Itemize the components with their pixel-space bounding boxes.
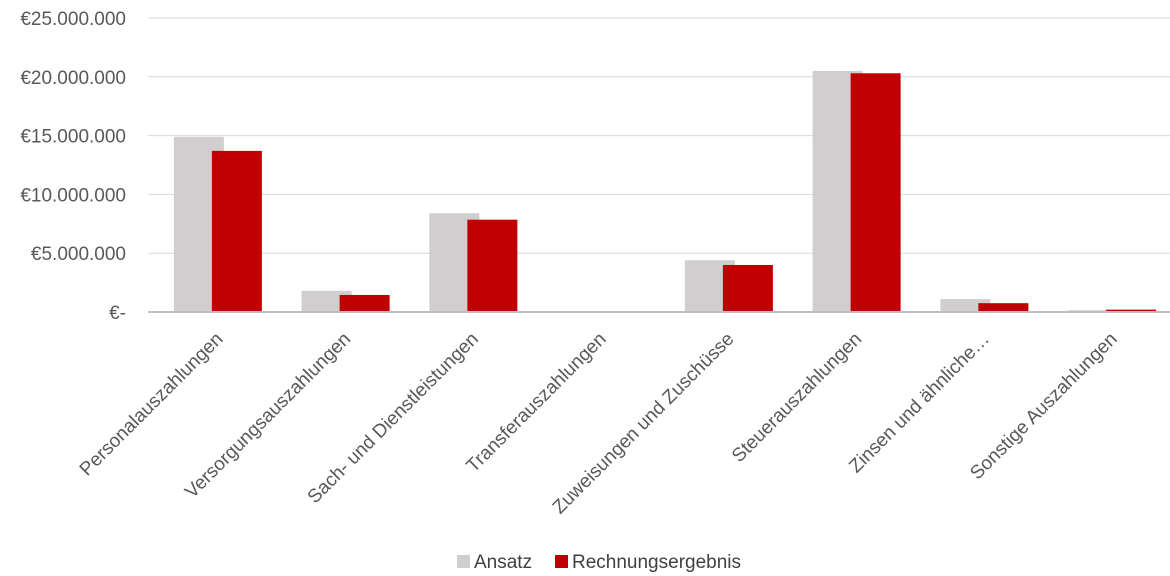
- bars: [173, 70, 1157, 312]
- bar-rechnungsergebnis: [467, 219, 518, 312]
- bar-ansatz: [301, 290, 352, 312]
- y-tick-label: €10.000.000: [20, 185, 126, 206]
- x-tick-label: Transferauszahlungen: [463, 329, 611, 477]
- y-tick-labels: €- €5.000.000 €10.000.000 €15.000.000 €20.00…: [20, 9, 126, 324]
- legend-swatch: [555, 555, 568, 568]
- bar-rechnungsergebnis: [339, 294, 390, 312]
- gridlines: [148, 17, 1170, 254]
- legend-label: Rechnungsergebnis: [572, 552, 741, 573]
- x-tick-label: Steuerauszahlungen: [728, 329, 866, 467]
- bar-rechnungsergebnis: [211, 150, 262, 312]
- legend: Ansatz Rechnungsergebnis: [457, 552, 741, 573]
- y-tick-label: €25.000.000: [20, 9, 126, 30]
- x-tick-label: Zinsen und ähnliche…: [845, 329, 994, 478]
- category-labels: PersonalauszahlungenVersorgungsauszahlun…: [76, 329, 1122, 519]
- y-tick-label: €15.000.000: [20, 127, 126, 148]
- legend-label: Ansatz: [474, 552, 532, 573]
- x-tick-label: Sonstige Auszahlungen: [966, 329, 1121, 484]
- bar-rechnungsergebnis: [978, 303, 1029, 312]
- legend-swatch: [457, 555, 470, 568]
- y-tick-label: €-: [109, 303, 126, 324]
- x-tick-label: Personalauszahlungen: [76, 329, 228, 481]
- bar-rechnungsergebnis: [1106, 309, 1157, 312]
- bar-ansatz: [940, 299, 991, 312]
- y-tick-label: €20.000.000: [20, 68, 126, 89]
- bar-rechnungsergebnis: [850, 73, 901, 312]
- bar-rechnungsergebnis: [722, 264, 773, 312]
- y-tick-label: €5.000.000: [31, 244, 126, 265]
